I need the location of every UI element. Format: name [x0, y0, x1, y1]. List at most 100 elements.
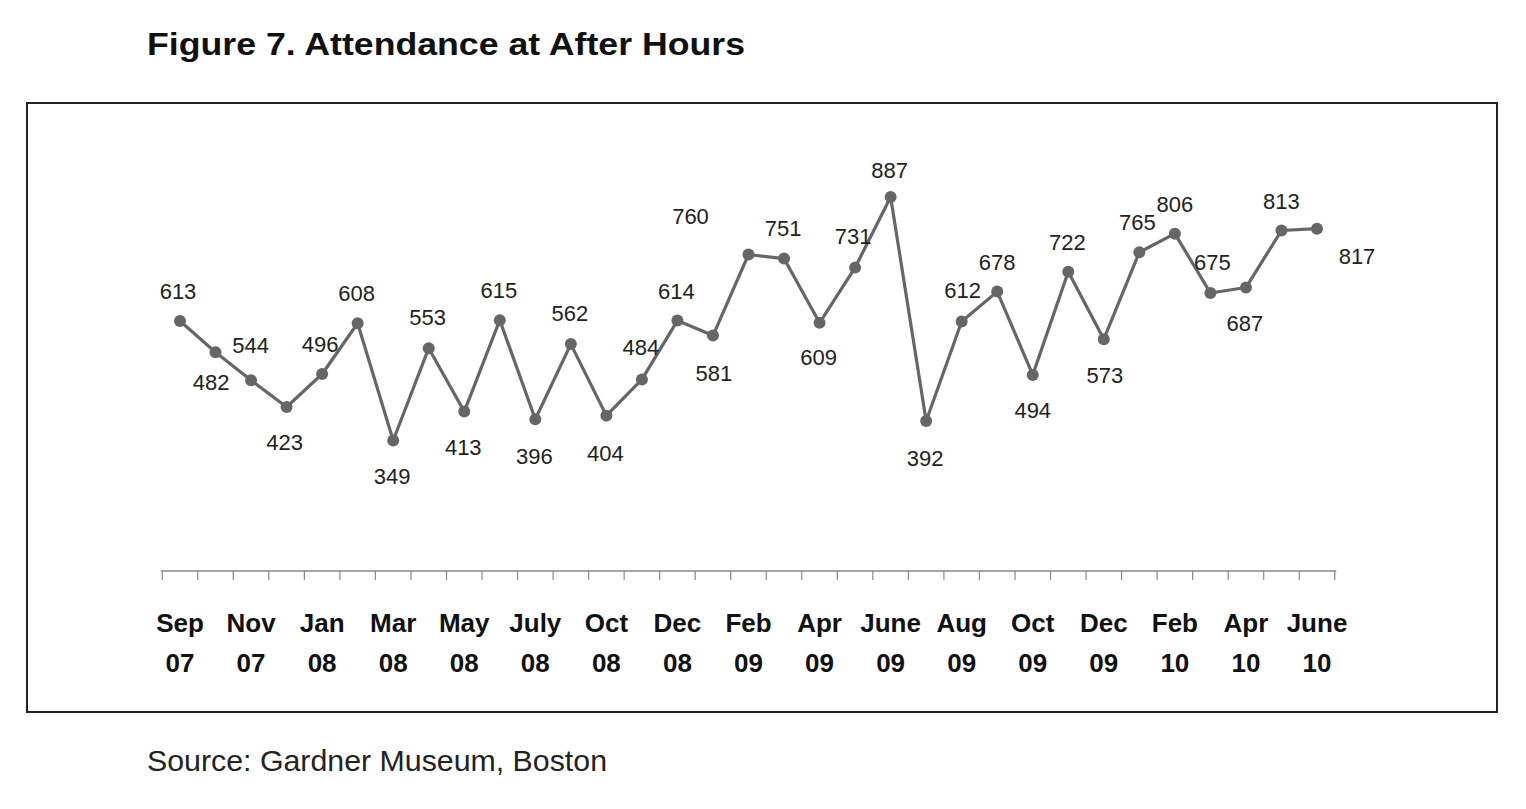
data-point — [1062, 266, 1074, 278]
data-label: 760 — [672, 204, 709, 229]
x-tick-label: Aug09 — [936, 608, 987, 678]
x-tick-label: Dec09 — [1080, 608, 1128, 678]
x-tick-label: July08 — [509, 608, 562, 678]
data-label: 731 — [835, 224, 872, 249]
data-label: 751 — [765, 216, 802, 241]
x-tick-label: Mar08 — [370, 608, 416, 678]
data-label: 581 — [696, 361, 733, 386]
data-label: 675 — [1194, 250, 1231, 275]
x-axis-tick — [1228, 571, 1229, 580]
x-axis-tick — [552, 571, 553, 580]
data-point — [743, 248, 755, 260]
x-axis-tick — [304, 571, 305, 580]
data-label: 612 — [944, 278, 981, 303]
title: Figure 7. Attendance at After Hours — [147, 26, 745, 62]
x-axis-tick — [872, 571, 873, 580]
data-label: 817 — [1339, 244, 1376, 269]
data-point — [423, 342, 435, 354]
x-axis-tick — [233, 571, 234, 580]
chart-svg: Figure 7. Attendance at After Hours Sep07… — [0, 0, 1526, 809]
plot-area — [174, 191, 1323, 447]
data-label: 806 — [1157, 192, 1194, 217]
data-point — [316, 368, 328, 380]
x-tick-label: Oct09 — [1011, 608, 1055, 678]
x-axis-tick — [1121, 571, 1122, 580]
x-axis-tick — [517, 571, 518, 580]
background — [0, 0, 1526, 809]
data-label: 396 — [516, 444, 553, 469]
x-axis-tick — [410, 571, 411, 580]
x-tick-label: Dec08 — [654, 608, 702, 678]
x-axis-tick — [1192, 571, 1193, 580]
x-axis-tick — [801, 571, 802, 580]
x-axis-tick — [268, 571, 269, 580]
x-tick-label: Jan08 — [300, 608, 345, 678]
data-label: 722 — [1049, 230, 1086, 255]
x-axis-tick — [837, 571, 838, 580]
data-label: 613 — [160, 279, 197, 304]
x-tick-label: May08 — [439, 608, 490, 678]
data-label: 553 — [409, 305, 446, 330]
data-point — [1311, 223, 1323, 235]
data-point — [529, 413, 541, 425]
data-label: 392 — [907, 446, 944, 471]
data-label: 423 — [266, 430, 303, 455]
x-tick-label: Sep07 — [156, 608, 204, 678]
data-point — [636, 373, 648, 385]
x-axis-tick — [730, 571, 731, 580]
data-label: 687 — [1227, 311, 1264, 336]
x-axis-tick — [766, 571, 767, 580]
data-point — [387, 435, 399, 447]
data-point — [920, 415, 932, 427]
data-point — [671, 315, 683, 327]
x-axis-tick — [659, 571, 660, 580]
data-label: 608 — [338, 281, 375, 306]
series-line — [180, 197, 1317, 441]
data-label: 813 — [1263, 189, 1300, 214]
x-axis-tick — [1157, 571, 1158, 580]
data-point — [565, 338, 577, 350]
data-label: 614 — [658, 279, 695, 304]
chart-root: Figure 7. Attendance at After Hours Sep07… — [0, 0, 1526, 809]
data-label: 349 — [374, 464, 411, 489]
data-point — [1133, 246, 1145, 258]
x-tick-label: Nov07 — [227, 608, 277, 678]
data-label: 562 — [551, 301, 588, 326]
data-point — [352, 317, 364, 329]
x-axis-tick — [446, 571, 447, 580]
data-point — [778, 253, 790, 265]
x-axis-tick — [1050, 571, 1051, 580]
data-label: 765 — [1119, 210, 1156, 235]
data-point — [1275, 225, 1287, 237]
data-label: 482 — [193, 370, 230, 395]
data-point — [458, 406, 470, 418]
data-point — [707, 330, 719, 342]
x-tick-label: June09 — [860, 608, 921, 678]
data-point — [814, 317, 826, 329]
data-label: 609 — [800, 345, 837, 370]
data-point — [1098, 333, 1110, 345]
x-tick-label: Feb10 — [1152, 608, 1198, 678]
x-axis-tick — [339, 571, 340, 580]
data-label: 615 — [480, 278, 517, 303]
x-axis-tick — [979, 571, 980, 580]
x-axis-line — [161, 570, 1337, 572]
x-tick-label: Oct08 — [585, 608, 629, 678]
x-axis-tick — [197, 571, 198, 580]
x-tick-label: June10 — [1287, 608, 1348, 678]
data-point — [956, 315, 968, 327]
data-point — [1169, 228, 1181, 240]
data-point — [210, 346, 222, 358]
data-point — [1240, 282, 1252, 294]
data-point — [849, 262, 861, 274]
data-point — [1027, 369, 1039, 381]
data-label: 404 — [587, 441, 624, 466]
x-axis-tick — [1299, 571, 1300, 580]
data-point — [885, 191, 897, 203]
data-point — [174, 315, 186, 327]
x-axis-tick — [1085, 571, 1086, 580]
x-axis-tick — [695, 571, 696, 580]
data-label: 544 — [232, 333, 269, 358]
x-axis-tick — [481, 571, 482, 580]
x-tick-label: Feb09 — [725, 608, 771, 678]
